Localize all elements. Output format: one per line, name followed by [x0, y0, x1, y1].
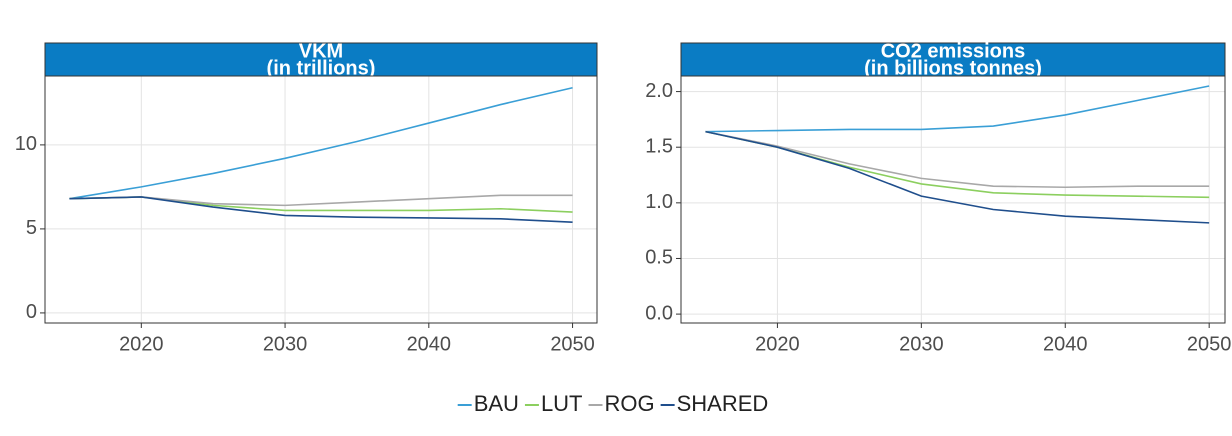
strip-subtitle: (in billions tonnes) — [864, 57, 1042, 79]
y-tick-label: 1.0 — [645, 191, 673, 213]
panel-border — [44, 75, 598, 324]
legend: BAU LUT ROG SHARED — [457, 391, 769, 416]
panel-background — [45, 76, 597, 323]
legend-label: SHARED — [677, 391, 769, 416]
strip — [680, 42, 1226, 77]
x-tick-label: 2050 — [1187, 333, 1232, 355]
x-tick-label: 2020 — [755, 333, 800, 355]
legend-label: LUT — [541, 391, 583, 416]
x-tick-label: 2020 — [119, 333, 164, 355]
strip-title: VKM — [299, 40, 343, 62]
y-tick-label: 0.5 — [645, 247, 673, 269]
y-tick-label: 0.0 — [645, 302, 673, 324]
x-tick-label: 2050 — [550, 333, 595, 355]
y-tick-label: 5 — [26, 217, 37, 239]
panel-background — [681, 76, 1225, 323]
y-tick-label: 0 — [26, 301, 37, 323]
panel-border — [680, 75, 1226, 324]
line — [705, 130, 1210, 224]
strip-title: CO2 emissions — [881, 40, 1026, 62]
x-tick-label: 2040 — [1043, 333, 1088, 355]
y-tick-label: 10 — [15, 133, 37, 155]
line — [705, 130, 1210, 189]
strip-subtitle: (in trillions) — [267, 57, 376, 79]
legend-label: ROG — [605, 391, 655, 416]
y-tick-label: 1.5 — [645, 135, 673, 157]
x-tick-label: 2030 — [263, 333, 308, 355]
x-tick-label: 2040 — [407, 333, 452, 355]
line — [69, 196, 573, 223]
x-tick-label: 2030 — [899, 333, 944, 355]
strip — [44, 42, 598, 77]
y-tick-label: 2.0 — [645, 80, 673, 102]
legend-label: BAU — [474, 391, 519, 416]
line — [69, 86, 573, 200]
line — [705, 85, 1210, 133]
